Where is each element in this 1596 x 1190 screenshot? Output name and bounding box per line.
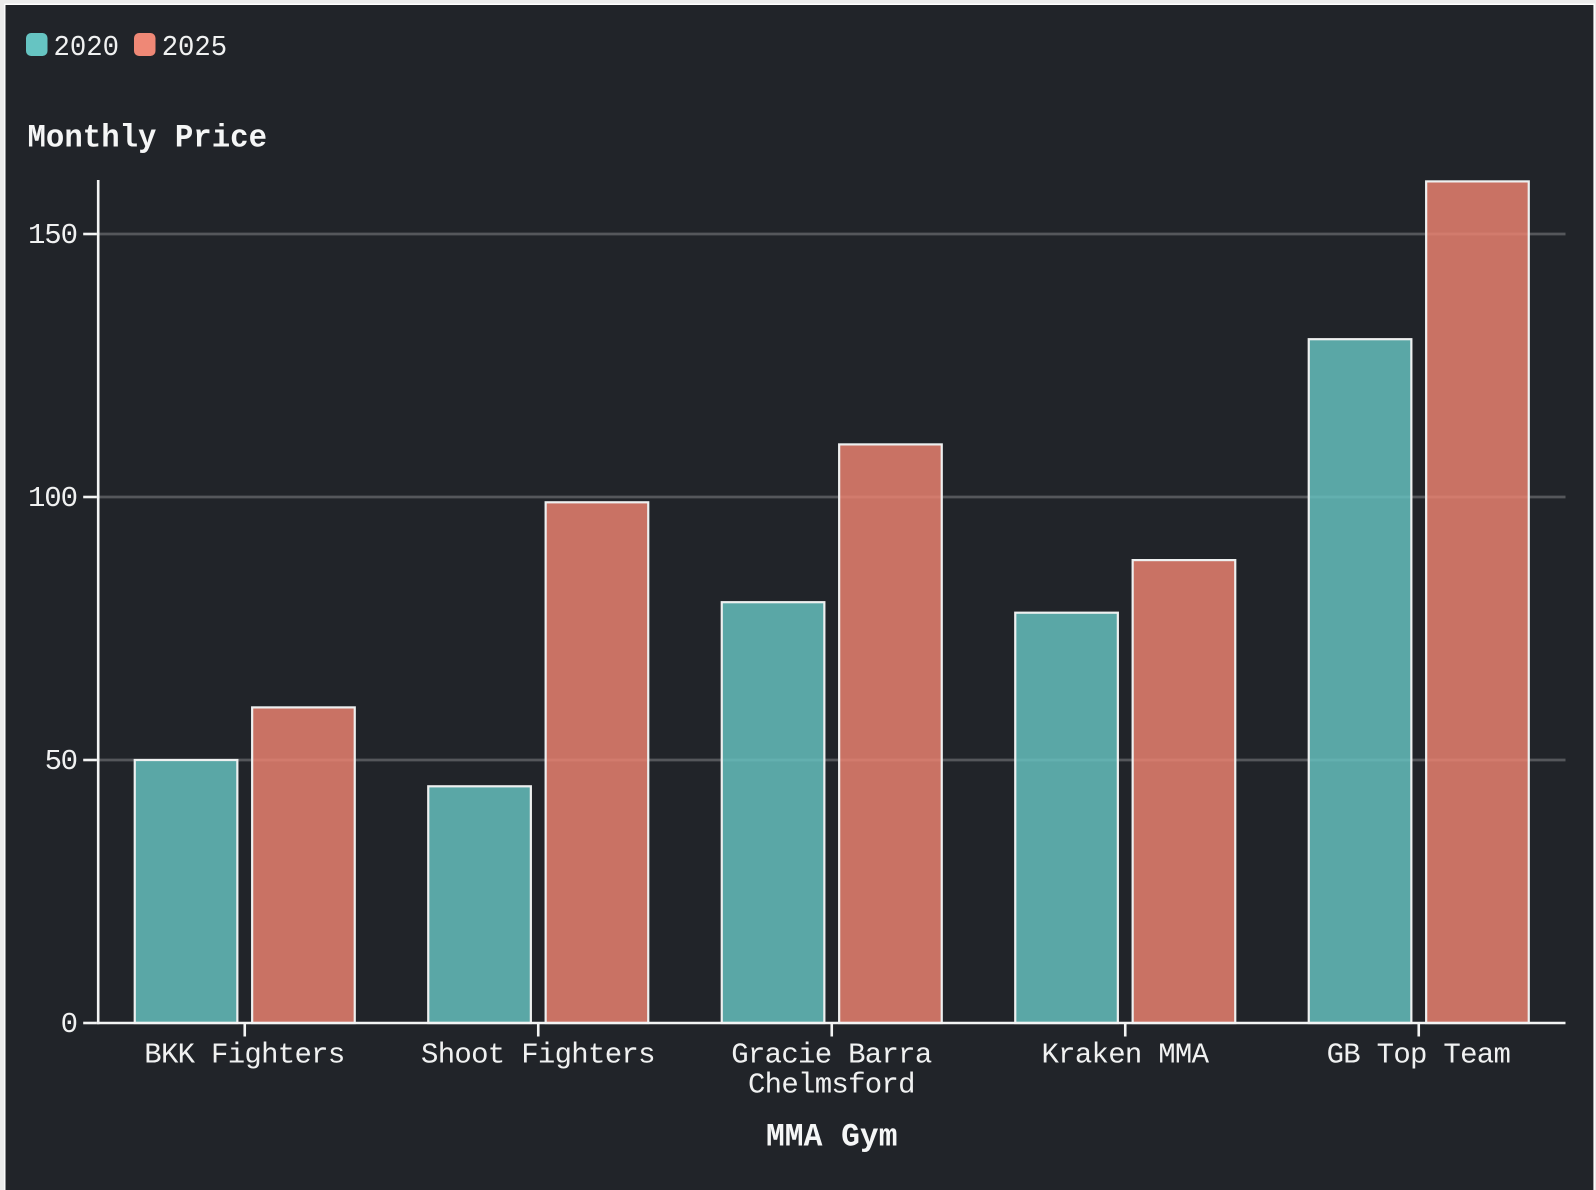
svg-text:2020: 2020 — [54, 31, 120, 64]
svg-text:0: 0 — [61, 1008, 78, 1041]
svg-text:MMA Gym: MMA Gym — [766, 1119, 898, 1156]
svg-text:100: 100 — [28, 482, 78, 515]
svg-text:150: 150 — [28, 219, 78, 252]
svg-text:2025: 2025 — [162, 31, 228, 64]
svg-text:Monthly Price: Monthly Price — [28, 120, 268, 157]
svg-text:Gracie Barra: Gracie Barra — [731, 1039, 932, 1072]
svg-text:Kraken MMA: Kraken MMA — [1042, 1039, 1210, 1072]
svg-text:Chelmsford: Chelmsford — [748, 1069, 916, 1102]
svg-text:50: 50 — [45, 745, 78, 778]
svg-text:Shoot Fighters: Shoot Fighters — [421, 1039, 656, 1072]
svg-text:GB Top Team: GB Top Team — [1327, 1039, 1511, 1072]
svg-text:BKK Fighters: BKK Fighters — [144, 1039, 345, 1072]
